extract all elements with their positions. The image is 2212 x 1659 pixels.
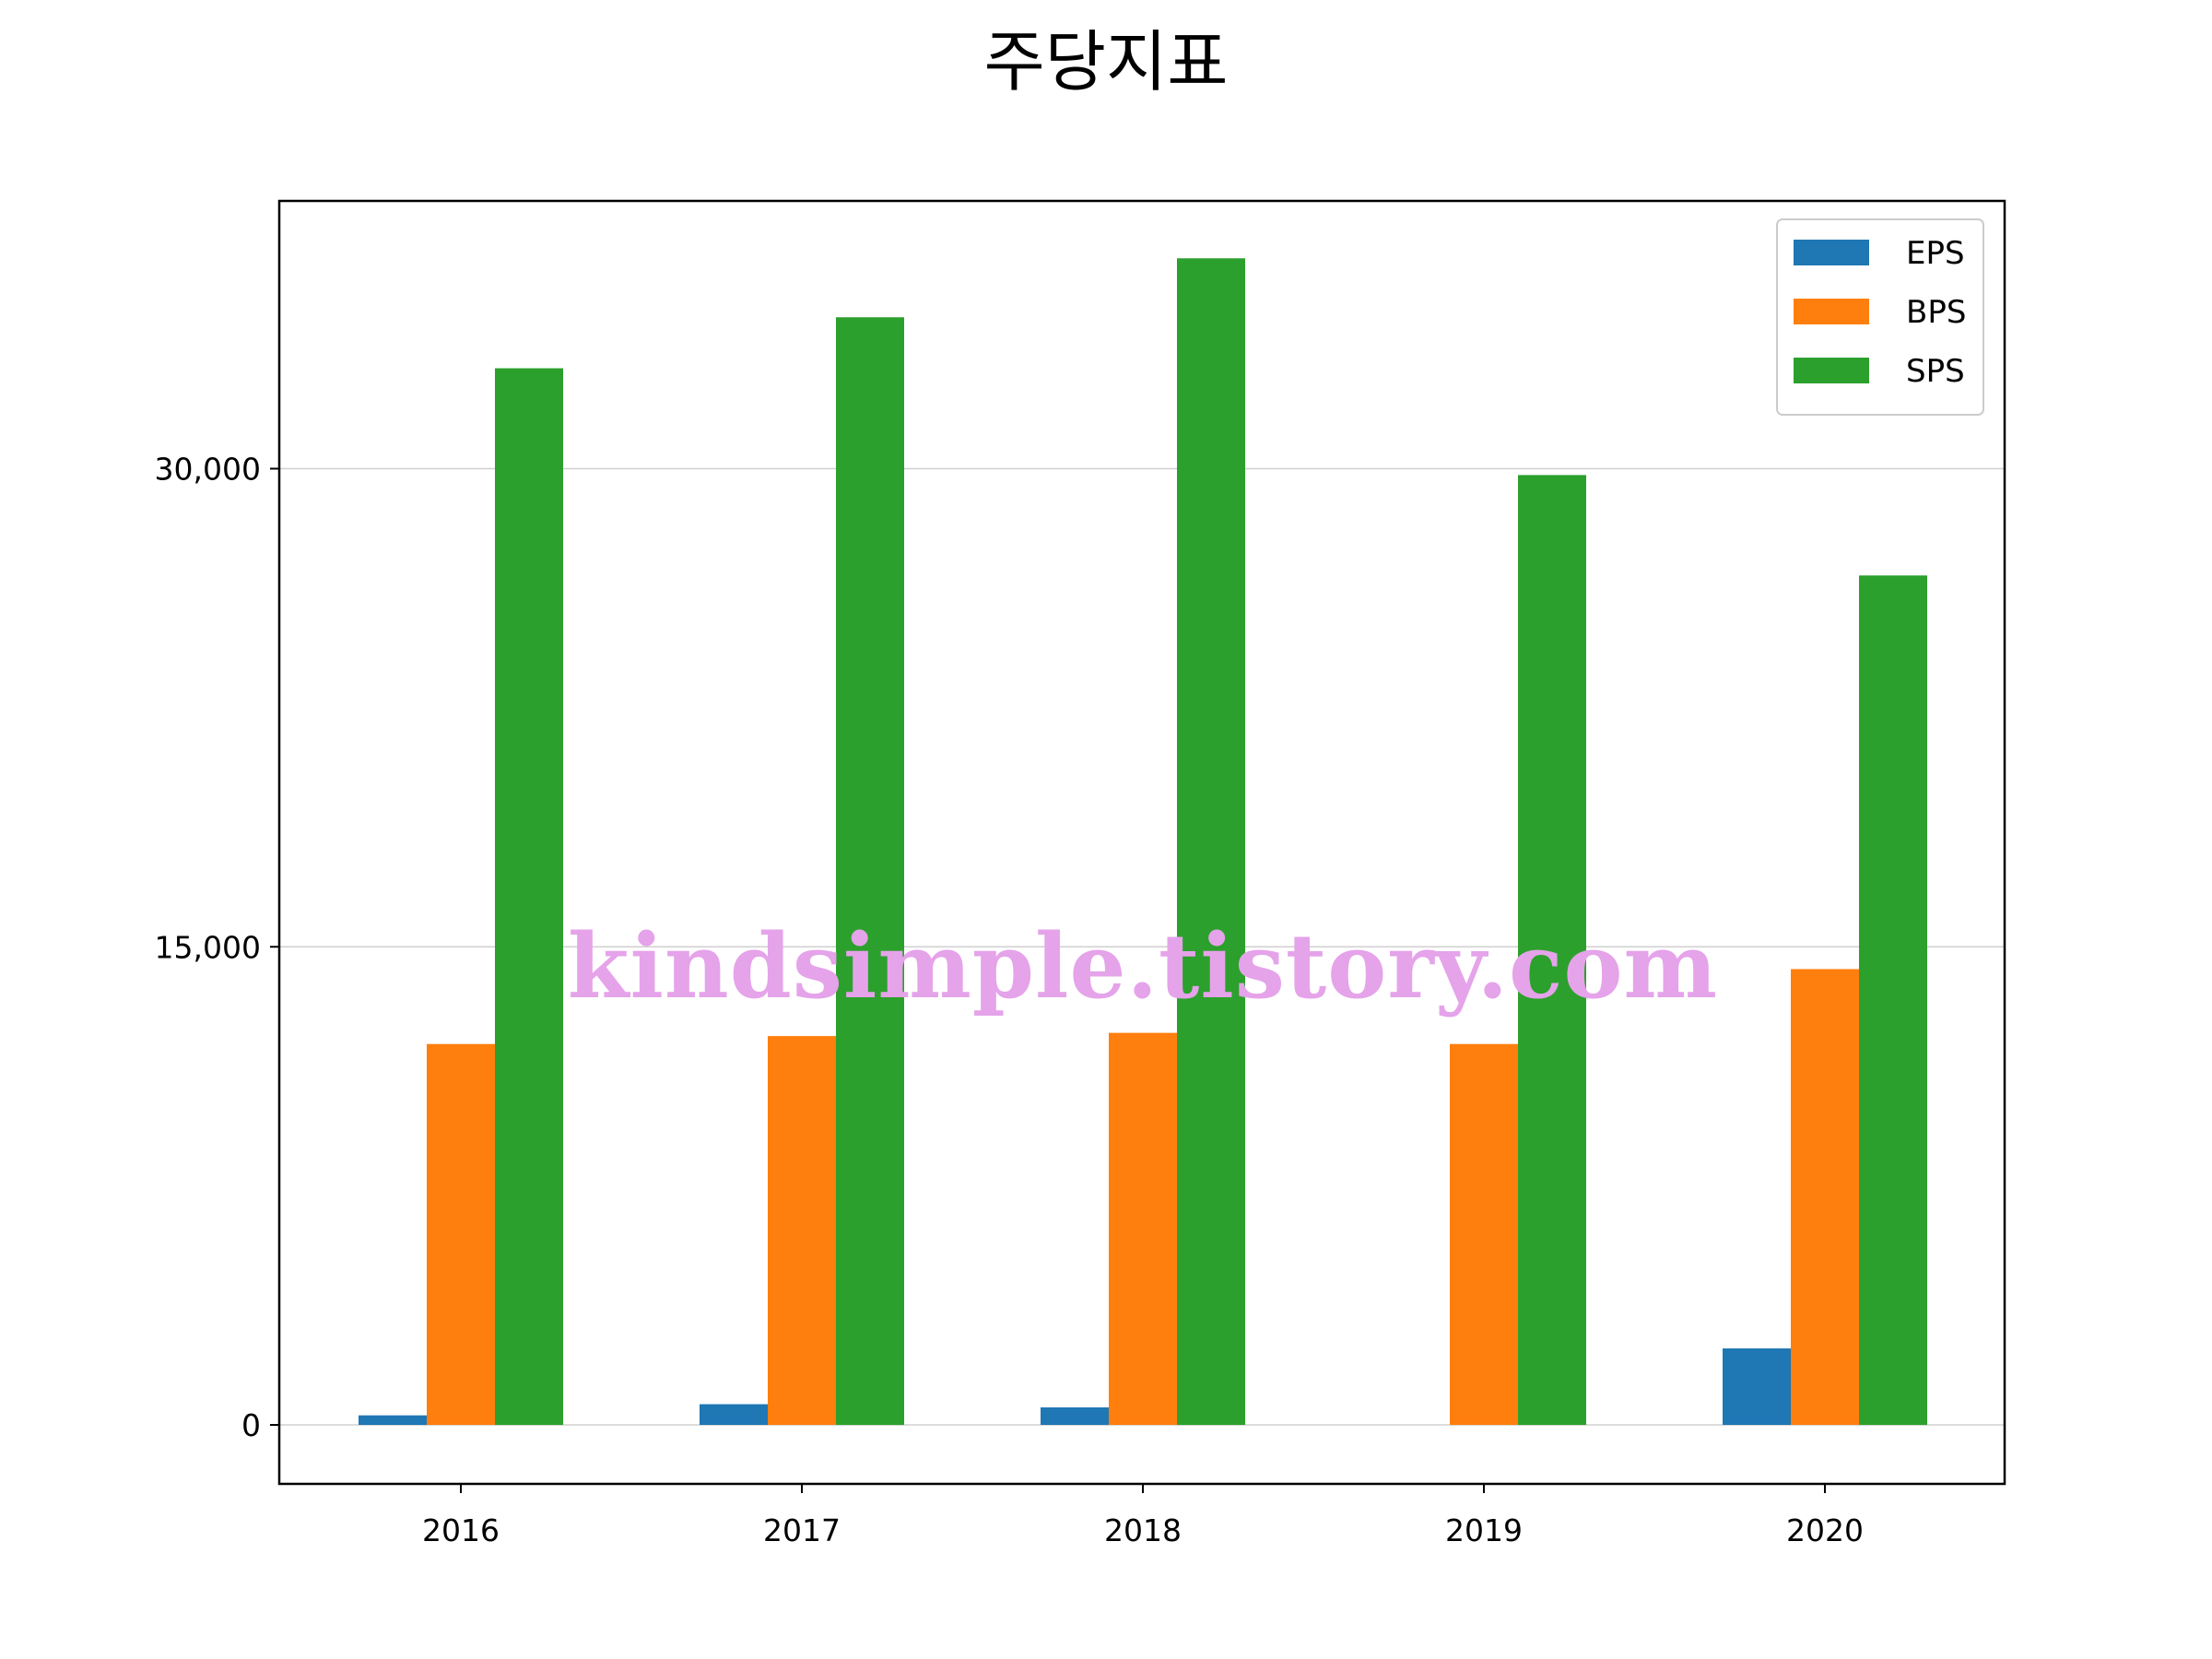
y-tick-label: 0 [241,1407,261,1443]
x-tick-label: 2018 [1104,1512,1182,1548]
bar-sps-2016 [495,368,563,1426]
bar-eps-2020 [1723,1348,1791,1426]
bar-bps-2018 [1109,1032,1177,1426]
legend-label-eps: EPS [1906,235,1965,272]
y-tick-label: 30,000 [155,452,261,488]
legend-swatch-bps [1794,299,1869,324]
watermark: kindsimple.tistory.com [568,914,1718,1018]
y-tick-label: 15,000 [155,929,261,965]
bars [359,258,1927,1426]
bar-eps-2017 [700,1404,768,1426]
legend-swatch-sps [1794,358,1869,383]
x-tick-label: 2019 [1445,1512,1523,1548]
legend: EPS BPS SPS [1776,218,1984,416]
bar-eps-2016 [359,1415,427,1426]
axes: 0 15,000 30,000 2016 2017 2018 2019 2020 [155,199,2006,1548]
legend-label-sps: SPS [1906,353,1965,390]
x-tick-label: 2017 [763,1512,841,1548]
bar-eps-2018 [1041,1406,1109,1426]
bar-bps-2017 [768,1036,836,1426]
bar-sps-2018 [1177,258,1245,1426]
bar-sps-2017 [836,317,904,1426]
x-tick-label: 2016 [422,1512,500,1548]
legend-label-bps: BPS [1906,294,1966,331]
bar-bps-2019 [1450,1043,1518,1426]
legend-swatch-eps [1794,240,1869,265]
bar-sps-2019 [1518,475,1586,1426]
plot-frame [277,199,2006,1486]
bar-bps-2020 [1791,969,1859,1426]
chart-title: 주당지표 [984,23,1229,100]
bar-bps-2016 [427,1043,495,1426]
bar-sps-2020 [1859,575,1927,1426]
x-tick-label: 2020 [1786,1512,1864,1548]
